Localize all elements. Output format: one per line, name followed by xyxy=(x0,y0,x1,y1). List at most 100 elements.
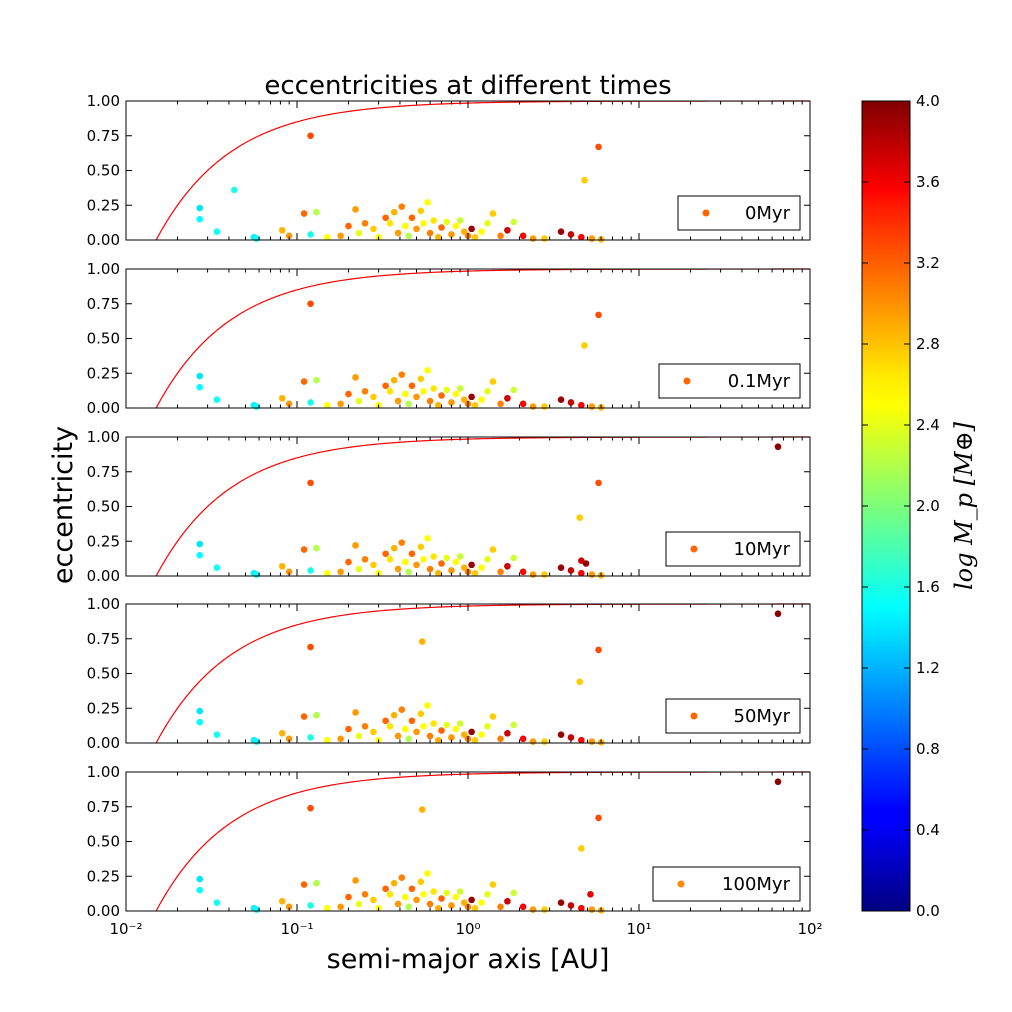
data-point xyxy=(408,382,416,390)
data-point xyxy=(529,738,537,745)
data-point xyxy=(578,736,585,744)
data-point xyxy=(285,232,293,240)
data-point xyxy=(541,738,548,745)
data-point xyxy=(478,731,485,738)
data-point xyxy=(394,229,402,237)
y-tick-label: 0.75 xyxy=(87,630,120,648)
y-tick-label: 0.00 xyxy=(87,231,120,249)
data-point xyxy=(434,736,442,744)
data-point xyxy=(313,879,320,887)
data-point xyxy=(370,225,377,233)
data-point xyxy=(285,735,293,743)
data-point xyxy=(413,896,420,904)
colorbar-tick-label: 2.4 xyxy=(916,416,940,434)
data-point xyxy=(460,899,468,906)
data-point xyxy=(489,546,497,553)
data-point xyxy=(438,560,445,567)
data-point xyxy=(402,893,409,901)
data-point xyxy=(595,814,602,822)
data-point xyxy=(285,568,293,576)
x-axis-title: semi-major axis [AU] xyxy=(327,944,610,975)
data-point xyxy=(774,443,782,451)
data-point xyxy=(578,233,585,241)
data-point xyxy=(307,902,314,909)
panel-50Myr: 0.00 0.25 0.50 0.75 1.00 50Myr xyxy=(87,595,811,752)
data-point xyxy=(196,551,204,559)
data-point xyxy=(588,571,596,578)
data-point xyxy=(448,902,455,909)
data-point xyxy=(313,544,320,552)
data-point xyxy=(417,375,425,383)
legend-label: 0.1Myr xyxy=(728,371,791,392)
data-point xyxy=(504,562,511,570)
data-point xyxy=(398,203,406,210)
data-point xyxy=(370,561,377,569)
data-point xyxy=(231,186,238,194)
data-point xyxy=(420,723,427,730)
data-point xyxy=(370,393,377,401)
data-point xyxy=(390,711,398,719)
data-point xyxy=(405,735,413,743)
data-point xyxy=(519,232,527,240)
data-point xyxy=(196,875,204,883)
data-point xyxy=(307,399,314,406)
data-point xyxy=(278,562,286,570)
data-point xyxy=(300,210,308,217)
data-point xyxy=(460,228,468,235)
data-point xyxy=(382,717,389,725)
data-point xyxy=(398,706,406,713)
x-tick-label: 10² xyxy=(797,920,822,938)
data-point xyxy=(352,542,359,549)
data-point xyxy=(370,728,377,736)
data-point xyxy=(386,891,394,898)
data-point xyxy=(386,388,394,395)
data-point xyxy=(285,903,293,911)
data-point xyxy=(497,903,504,911)
data-point xyxy=(424,367,431,374)
data-point xyxy=(438,895,445,902)
data-point xyxy=(452,222,460,230)
data-point xyxy=(323,904,331,912)
data-point xyxy=(424,870,431,877)
data-point xyxy=(497,232,504,240)
legend-label: 10Myr xyxy=(734,539,791,560)
data-point xyxy=(352,709,359,716)
data-point xyxy=(196,372,204,380)
legend-box xyxy=(665,698,801,734)
y-tick-label: 0.00 xyxy=(87,734,120,752)
data-point xyxy=(452,725,460,733)
data-point xyxy=(413,393,420,401)
data-point xyxy=(402,725,409,733)
y-tick-label: 0.25 xyxy=(87,867,120,885)
data-point xyxy=(471,233,479,241)
data-point xyxy=(430,888,437,895)
data-point xyxy=(578,401,585,409)
data-point xyxy=(196,886,204,894)
data-point xyxy=(478,899,485,906)
data-point xyxy=(307,804,314,812)
data-point xyxy=(394,565,402,573)
colorbar-tick-label: 0.0 xyxy=(916,902,940,920)
data-point xyxy=(452,893,460,901)
data-point xyxy=(337,903,344,911)
data-point xyxy=(418,806,426,813)
data-point xyxy=(504,226,511,234)
data-point xyxy=(489,713,497,720)
data-point xyxy=(196,383,204,391)
y-tick-label: 0.00 xyxy=(87,567,120,585)
legend-label: 0Myr xyxy=(745,203,791,224)
data-point xyxy=(443,889,450,897)
data-point xyxy=(361,556,369,563)
data-point xyxy=(452,390,460,398)
data-point xyxy=(430,553,437,560)
legend-box xyxy=(677,195,801,231)
legend-box xyxy=(665,531,801,567)
data-point xyxy=(285,400,293,408)
data-point xyxy=(405,568,413,576)
data-point xyxy=(460,731,468,738)
data-point xyxy=(386,723,394,730)
legend-marker xyxy=(702,209,710,217)
data-point xyxy=(468,728,475,736)
data-point xyxy=(557,396,565,403)
